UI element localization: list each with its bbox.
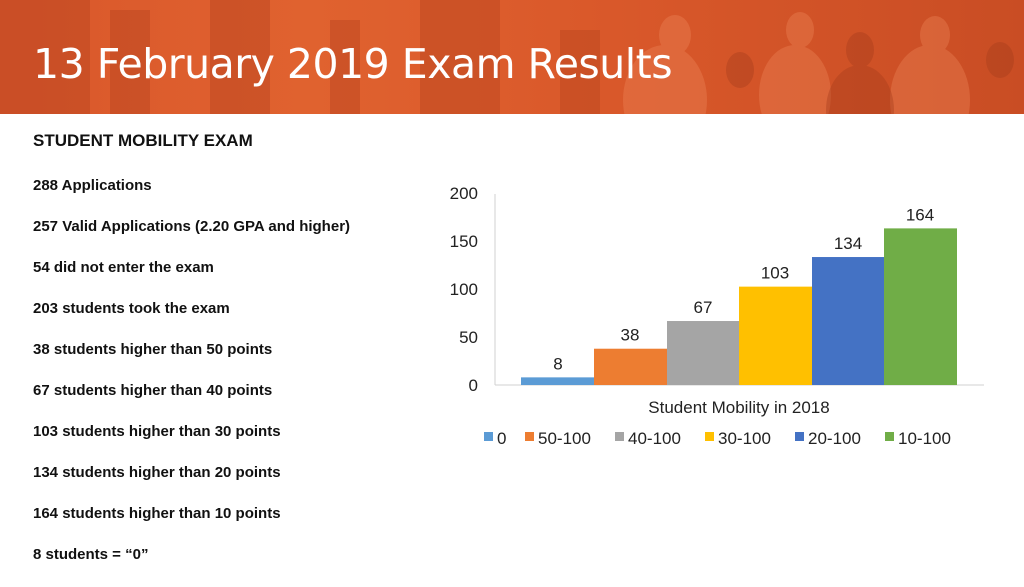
legend-label-20-100: 20-100 <box>808 429 861 448</box>
legend-swatch-20-100 <box>795 432 804 441</box>
stat-applications: 288 Applications <box>33 177 152 194</box>
data-label-40-100: 67 <box>694 298 713 317</box>
y-tick-label: 0 <box>469 376 478 395</box>
stat-above-10: 164 students higher than 10 points <box>33 505 281 522</box>
y-tick-label: 200 <box>450 184 478 203</box>
bar-40-100 <box>667 321 739 385</box>
legend-label-40-100: 40-100 <box>628 429 681 448</box>
y-tick-label: 100 <box>450 280 478 299</box>
bar-0 <box>521 377 594 385</box>
stats-list: 288 Applications 257 Valid Applications … <box>33 177 350 587</box>
bar-20-100 <box>812 257 884 385</box>
section-subtitle: STUDENT MOBILITY EXAM <box>33 131 253 150</box>
data-label-0: 8 <box>553 354 562 373</box>
bar-50-100 <box>594 348 667 385</box>
data-label-20-100: 134 <box>834 234 862 253</box>
stat-did-not-enter: 54 did not enter the exam <box>33 259 214 276</box>
header-banner: 13 February 2019 Exam Results <box>0 0 1024 114</box>
legend: 0 50-100 40-100 30-100 20-100 10-100 <box>484 429 951 448</box>
legend-swatch-50-100 <box>525 432 534 441</box>
stat-above-50: 38 students higher than 50 points <box>33 341 273 358</box>
slide-title: 13 February 2019 Exam Results <box>33 40 673 88</box>
legend-label-30-100: 30-100 <box>718 429 771 448</box>
data-label-30-100: 103 <box>761 264 789 283</box>
bar-30-100 <box>739 286 812 385</box>
x-axis-label: Student Mobility in 2018 <box>648 398 829 417</box>
legend-swatch-0 <box>484 432 493 441</box>
legend-swatch-30-100 <box>705 432 714 441</box>
stat-above-40: 67 students higher than 40 points <box>33 382 273 399</box>
data-label-10-100: 164 <box>906 205 934 224</box>
legend-swatch-10-100 <box>885 432 894 441</box>
bar-10-100 <box>884 228 957 385</box>
stat-valid-applications: 257 Valid Applications (2.20 GPA and hig… <box>33 218 351 235</box>
banner-photo-silhouettes <box>0 0 1014 114</box>
data-label-50-100: 38 <box>621 326 640 345</box>
bar-chart: 200 150 100 50 0 8 38 67 103 134 164 Stu… <box>450 184 984 448</box>
stat-above-20: 134 students higher than 20 points <box>33 464 281 481</box>
legend-label-50-100: 50-100 <box>538 429 591 448</box>
legend-swatch-40-100 <box>615 432 624 441</box>
legend-label-10-100: 10-100 <box>898 429 951 448</box>
stat-took-exam: 203 students took the exam <box>33 300 230 317</box>
stat-zero-points: 8 students = “0” <box>33 546 149 563</box>
y-tick-label: 50 <box>459 328 478 347</box>
y-tick-label: 150 <box>450 232 478 251</box>
legend-label-0: 0 <box>497 429 506 448</box>
stat-above-30: 103 students higher than 30 points <box>33 423 281 440</box>
